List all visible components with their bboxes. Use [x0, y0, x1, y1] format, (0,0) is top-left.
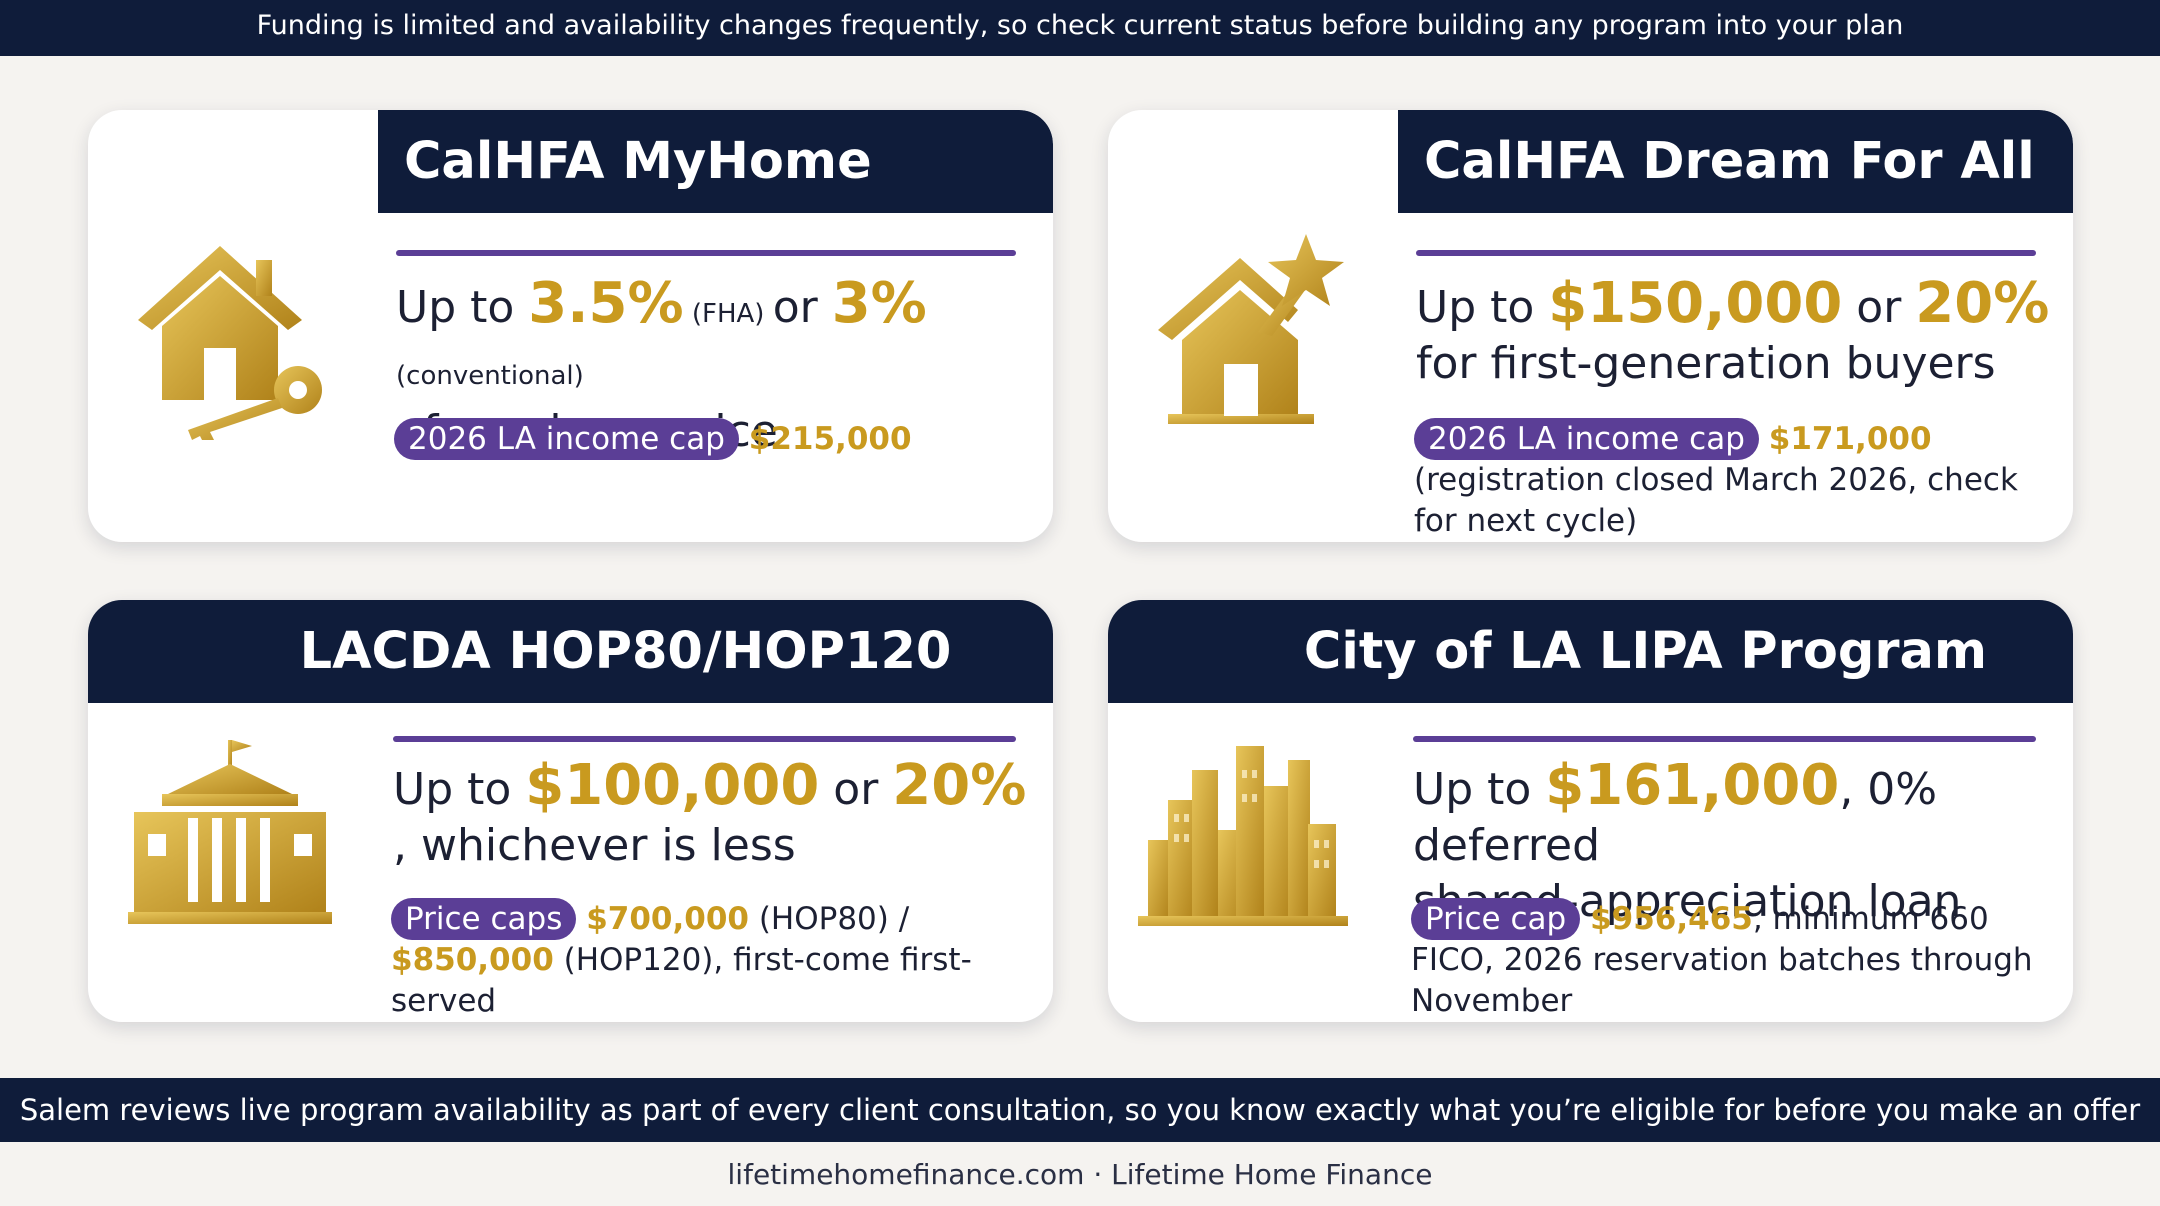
city-skyline-icon	[1138, 746, 1348, 926]
cap-pill: Price cap	[1411, 898, 1581, 940]
bottom-banner: Salem reviews live program availability …	[0, 1078, 2160, 1142]
cap-pill: 2026 LA income cap	[394, 418, 739, 460]
benefit-value: 20%	[892, 753, 1027, 818]
cap-amount: $171,000	[1768, 421, 1932, 457]
headline-text: , whichever is less	[393, 820, 796, 871]
card-title: CalHFA Dream For All	[1398, 110, 2073, 213]
benefit-headline: Up to $100,000 or 20% , whichever is les…	[393, 758, 1039, 874]
benefit-value: 3%	[831, 271, 927, 336]
card-title: LACDA HOP80/HOP120	[299, 622, 952, 681]
cap-note: , minimum 660 FICO, 2026 reservation bat…	[1411, 901, 2033, 1019]
card-divider	[1416, 250, 2036, 256]
headline-text: , 0% deferred	[1413, 764, 1938, 871]
benefit-note: (FHA)	[683, 299, 773, 329]
program-detail: Price caps $700,000 (HOP80) / $850,000 (…	[391, 898, 1039, 1022]
program-detail: 2026 LA income cap $171,000 (registratio…	[1414, 418, 2059, 542]
headline-text: or	[1842, 282, 1916, 333]
program-card-calhfa-myhome: CalHFA MyHome Up to 3.5% (FHA) or 3% (co…	[88, 110, 1053, 542]
benefit-value: $100,000	[525, 753, 820, 818]
footer-link[interactable]: lifetimehomefinance.com · Lifetime Home …	[727, 1158, 1433, 1191]
cap-pill: 2026 LA income cap	[1414, 418, 1759, 460]
benefit-note: (conventional)	[396, 361, 584, 391]
headline-text: Up to	[1416, 282, 1549, 333]
headline-text: Up to	[393, 764, 526, 815]
benefit-value: 3.5%	[528, 271, 684, 336]
top-banner: Funding is limited and availability chan…	[0, 0, 2160, 56]
card-title: City of LA LIPA Program	[1303, 622, 1988, 681]
card-title-bar: City of LA LIPA Program	[1108, 600, 2073, 703]
program-detail: Price cap $956,465, minimum 660 FICO, 20…	[1411, 898, 2059, 1022]
cap-note: (HOP80) /	[748, 901, 910, 937]
cap-amount: $850,000	[391, 942, 554, 978]
program-card-calhfa-dream-for-all: CalHFA Dream For All Up to $150,000 or 2…	[1108, 110, 2073, 542]
cap-pill: Price caps	[391, 898, 577, 940]
card-title-bar: LACDA HOP80/HOP120	[88, 600, 1053, 703]
program-detail: 2026 LA income cap $215,000	[394, 418, 1039, 460]
cap-note: (HOP120), first-come first-served	[391, 942, 972, 1019]
card-divider	[393, 736, 1016, 742]
benefit-headline: Up to $150,000 or 20% for first-generati…	[1416, 276, 2059, 392]
cap-note: (registration closed March 2026, check f…	[1414, 462, 2018, 539]
card-divider	[396, 250, 1016, 256]
card-title: CalHFA MyHome	[378, 110, 1053, 213]
cap-amount: $215,000	[748, 421, 912, 457]
house-key-icon	[138, 246, 322, 440]
headline-text: for first-generation buyers	[1416, 338, 1996, 389]
cap-amount: $700,000	[586, 901, 749, 937]
headline-text: Up to	[1413, 764, 1546, 815]
card-divider	[1413, 736, 2036, 742]
government-building-icon	[128, 740, 332, 924]
benefit-value: $150,000	[1548, 271, 1843, 336]
headline-text: Up to	[396, 282, 529, 333]
benefit-value: 20%	[1915, 271, 2050, 336]
cap-amount: $956,465	[1590, 901, 1753, 937]
program-card-city-of-la-lipa: City of LA LIPA Program Up to $161,000, …	[1108, 600, 2073, 1022]
headline-text: or	[819, 764, 893, 815]
headline-text: or	[772, 282, 832, 333]
program-card-lacda-hop: LACDA HOP80/HOP120 Up to $100,000 or 20%…	[88, 600, 1053, 1022]
benefit-value: $161,000	[1545, 753, 1840, 818]
house-star-icon	[1158, 234, 1344, 424]
